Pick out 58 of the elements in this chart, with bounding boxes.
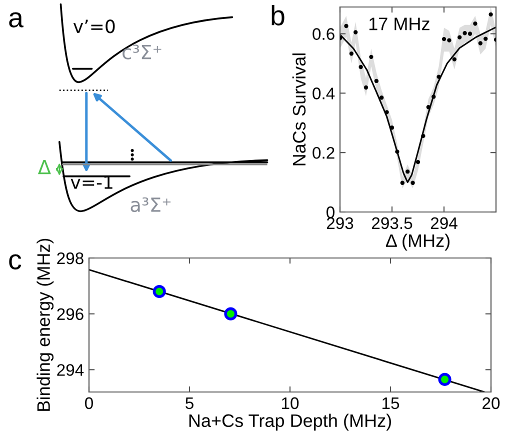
- y-tick-label: 294: [57, 364, 84, 376]
- point: [354, 30, 358, 34]
- point: [478, 41, 482, 46]
- x-tick-label: 20: [482, 397, 500, 410]
- text: v’=0: [73, 20, 115, 34]
- x-tick-label: 294: [430, 217, 458, 230]
- point: [349, 52, 354, 56]
- point: [152, 284, 166, 298]
- point: [436, 74, 441, 79]
- text: c³Σ⁺: [122, 44, 162, 60]
- point: [473, 22, 478, 26]
- x-tick-label: 293.5: [372, 217, 412, 230]
- point: [438, 372, 452, 386]
- annotation: 17 MHz: [369, 18, 430, 30]
- x-axis-title: Na+Cs Trap Depth (MHz): [189, 414, 391, 431]
- x-tick-label: 10: [282, 397, 299, 410]
- point: [224, 307, 238, 320]
- point: [406, 170, 410, 174]
- point: [380, 96, 384, 100]
- point: [426, 105, 430, 110]
- text: a³Σ⁺: [130, 197, 171, 212]
- y-tick-label: 0.4: [312, 88, 335, 100]
- x-tick-label: 15: [382, 397, 400, 410]
- point: [410, 180, 415, 185]
- point: [416, 160, 420, 164]
- point: [400, 180, 404, 185]
- point: [488, 12, 493, 17]
- text: Δ: [38, 160, 51, 174]
- point: [364, 85, 368, 90]
- point: [374, 78, 378, 84]
- point: [442, 37, 446, 42]
- point: [358, 64, 363, 70]
- point: [384, 110, 389, 114]
- text: a: [9, 12, 24, 28]
- y-tick-label: 0.2: [312, 146, 334, 159]
- x-axis-title: Δ (MHz): [386, 234, 450, 251]
- point: [462, 31, 467, 36]
- chart-title: c: [9, 254, 22, 270]
- x-tick-label: 0: [85, 397, 93, 410]
- x-tick-label: 293: [326, 217, 354, 230]
- chart-title: b: [272, 5, 284, 26]
- point: [421, 134, 426, 138]
- y-tick-label: 0.6: [312, 28, 334, 40]
- point: [369, 54, 374, 59]
- y-axis-title: NaCs Survival: [292, 54, 306, 166]
- point: [468, 32, 472, 36]
- point: [452, 57, 456, 62]
- point: [395, 150, 400, 154]
- point: [458, 35, 462, 40]
- x-tick-label: 5: [186, 397, 194, 410]
- y-tick-label: 296: [57, 308, 84, 320]
- point: [344, 24, 348, 28]
- y-tick-label: 0: [326, 206, 334, 218]
- point: [432, 94, 436, 99]
- point: [447, 38, 452, 42]
- y-tick-label: 298: [57, 252, 84, 264]
- point: [484, 36, 488, 41]
- y-axis-title: Binding energy (MHz): [36, 238, 54, 411]
